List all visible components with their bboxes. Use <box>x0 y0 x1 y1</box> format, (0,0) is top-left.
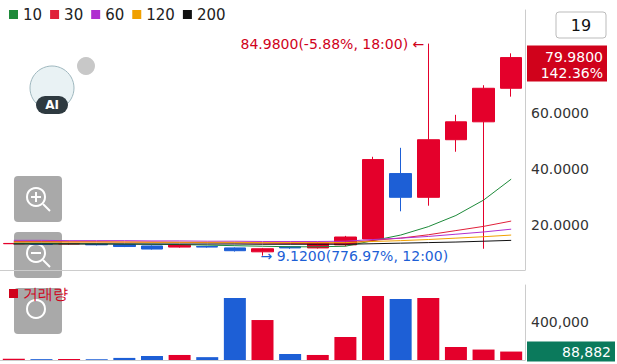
svg-text:60: 60 <box>105 6 124 24</box>
svg-text:19: 19 <box>571 16 591 35</box>
svg-text:79.9800: 79.9800 <box>545 49 603 65</box>
svg-text:30: 30 <box>64 6 83 24</box>
svg-text:142.36%: 142.36% <box>541 65 603 81</box>
svg-text:40.0000: 40.0000 <box>531 161 589 177</box>
svg-text:AI: AI <box>45 98 59 112</box>
svg-text:120: 120 <box>146 6 175 24</box>
svg-text:88,882: 88,882 <box>562 344 611 360</box>
svg-text:200: 200 <box>197 6 226 24</box>
svg-text:→ 9.1200(776.97%, 12:00): → 9.1200(776.97%, 12:00) <box>261 248 449 264</box>
svg-text:400,000: 400,000 <box>531 314 589 330</box>
svg-text:84.9800(-5.88%, 18:00) ←: 84.9800(-5.88%, 18:00) ← <box>241 36 425 52</box>
svg-text:20.0000: 20.0000 <box>531 217 589 233</box>
svg-text:거래량: 거래량 <box>23 285 68 303</box>
svg-text:10: 10 <box>23 6 42 24</box>
svg-text:60.0000: 60.0000 <box>531 105 589 121</box>
